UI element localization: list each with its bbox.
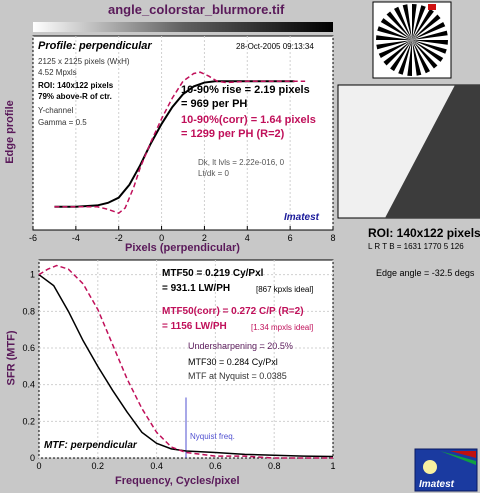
profile-ylabel: Edge profile [4,100,16,164]
mtf30-value: MTF30 = 0.284 Cy/Pxl [188,357,278,367]
imatest-brand: Imatest [284,212,319,223]
mtf50-corr-value: MTF50(corr) = 0.272 C/P (R=2) [162,306,304,317]
edge-angle: Edge angle = -32.5 degs [376,268,474,278]
mtf-label: MTF: perpendicular [44,440,137,451]
mtf-y-tick-label: 0.4 [22,380,35,390]
mtf-ylabel: SFR (MTF) [5,331,17,386]
mtf-y-tick-label: 0.8 [22,306,35,316]
nyquist-label: Nyquist freq. [190,432,235,441]
mtf-x-tick-label: 0.4 [150,461,163,471]
mtf50-corr-ideal: [1.34 mpxls ideal] [251,323,313,332]
rise-corr-value: 10-90%(corr) = 1.64 pixels [181,114,316,126]
page-title: angle_colorstar_blurmore.tif [108,2,284,17]
mtf-x-tick-label: 0.8 [268,461,281,471]
profile-label: Profile: perpendicular [38,40,152,52]
undersharpening: Undersharpening = 20.5% [188,341,293,351]
roi-info-position: 79% above-R of ctr. [38,92,112,101]
mtf-x-tick-label: 0 [36,461,41,471]
info-dimensions: 2125 x 2125 pixels (WxH) [38,57,130,66]
gradient-strip [33,22,333,32]
profile-x-tick-label: -2 [115,233,123,243]
mtf-nyquist: MTF at Nyquist = 0.0385 [188,371,287,381]
rise-corr-per-ph: = 1299 per PH (R=2) [181,128,284,140]
rise-per-ph: = 969 per PH [181,98,247,110]
channel-info: Y-channel [38,106,73,115]
logo-text: Imatest [419,479,454,490]
roi-info-size: ROI: 140x122 pixels [38,81,113,90]
rise-value: 10-90% rise = 2.19 pixels [181,84,310,96]
dark-levels: Dk, lt lvls = 2.22e-016, 0 [198,158,284,167]
mtf50-lwph: = 931.1 LW/PH [162,283,230,294]
roi-image [338,85,480,218]
roi-title: ROI: 140x122 pixels [368,226,480,240]
info-mpxls: 4.52 Mpxls [38,68,77,77]
light-dark-ratio: Lt/dk = 0 [198,169,229,178]
mtf-y-tick-label: 0.2 [22,416,35,426]
roi-coords: L R T B = 1631 1770 5 126 [368,242,464,251]
mtf-y-tick-label: 0 [30,453,35,463]
profile-x-tick-label: 6 [288,233,293,243]
mtf-y-tick-label: 1 [30,270,35,280]
mtf50-corr-lwph: = 1156 LW/PH [162,321,227,332]
mtf50-ideal: [867 kpxls ideal] [256,285,313,294]
profile-x-tick-label: -6 [29,233,37,243]
mtf-y-tick-label: 0.6 [22,343,35,353]
gamma-info: Gamma = 0.5 [38,118,87,127]
mtf-x-tick-label: 1 [330,461,335,471]
profile-x-tick-label: 4 [245,233,250,243]
profile-x-tick-label: -4 [72,233,80,243]
mtf-x-tick-label: 0.6 [209,461,222,471]
profile-date: 28-Oct-2005 09:13:34 [236,42,314,51]
star-chart-thumbnail [373,2,451,78]
mtf-xlabel: Frequency, Cycles/pixel [115,475,240,487]
profile-x-tick-label: 8 [330,233,335,243]
profile-xlabel: Pixels (perpendicular) [125,242,240,254]
mtf-x-tick-label: 0.2 [92,461,105,471]
mtf50-value: MTF50 = 0.219 Cy/Pxl [162,268,263,279]
